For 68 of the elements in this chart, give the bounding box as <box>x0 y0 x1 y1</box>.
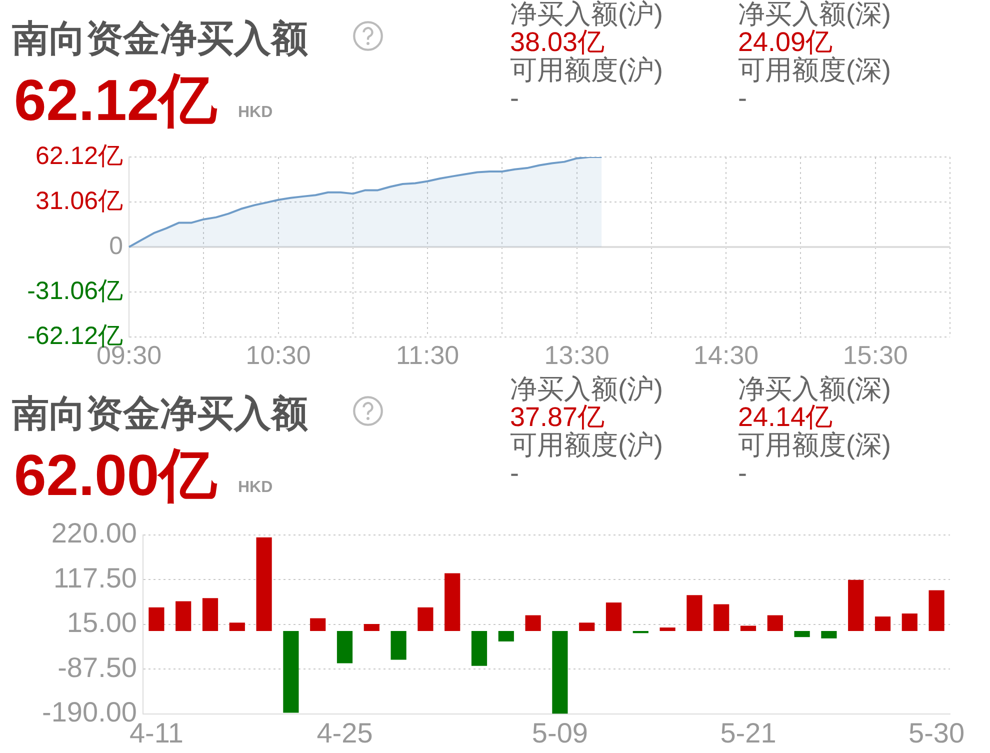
x-tick-label: 10:30 <box>246 340 311 370</box>
text: 24.09亿 <box>738 27 833 57</box>
bar <box>579 622 595 631</box>
bar <box>256 537 272 631</box>
text: 净买入额(深) <box>738 0 891 29</box>
bar <box>928 590 944 631</box>
text: HKD <box>238 104 273 122</box>
text: 可用额度(沪) <box>510 55 663 85</box>
y-tick-label: 0 <box>109 232 123 260</box>
text: 净买入额(深) <box>738 374 891 404</box>
x-tick-label: 5-30 <box>908 718 965 749</box>
x-tick-label: 4-25 <box>316 718 373 749</box>
x-tick-label: 5-09 <box>532 718 588 749</box>
bar <box>794 630 810 638</box>
bar <box>336 630 353 664</box>
bar <box>740 626 756 631</box>
bar <box>202 598 218 631</box>
y-tick-label: 62.12亿 <box>35 142 123 170</box>
bar <box>364 624 380 631</box>
y-tick-label: 220.00 <box>51 518 137 549</box>
bar <box>444 573 460 631</box>
y-tick-label: 31.06亿 <box>35 186 123 215</box>
bar <box>283 630 299 713</box>
x-tick-label: 13:30 <box>544 340 610 370</box>
text: 37.87亿 <box>510 402 605 432</box>
bar <box>148 607 164 631</box>
bar <box>310 618 326 631</box>
x-tick-label: 5-21 <box>720 718 776 749</box>
x-tick-label: 15:30 <box>842 340 908 370</box>
text: - <box>510 83 520 113</box>
bar <box>686 595 702 631</box>
bar <box>498 630 514 642</box>
text: 可用额度(深) <box>738 55 891 85</box>
text: 可用额度(深) <box>738 430 891 460</box>
bar <box>418 607 434 631</box>
text: - <box>510 458 520 488</box>
bar <box>176 601 192 631</box>
text: 38.03亿 <box>510 27 605 57</box>
chart-title: 南向资金净买入额 <box>12 17 308 61</box>
bar <box>606 602 622 631</box>
bar <box>525 615 541 631</box>
x-tick-label: 11:30 <box>396 340 460 370</box>
bar <box>874 616 891 631</box>
x-tick-label: 14:30 <box>694 340 759 370</box>
y-tick-label: -87.50 <box>58 652 137 683</box>
bar <box>552 630 568 714</box>
y-tick-label: 15.00 <box>66 607 137 638</box>
y-tick-label: 117.50 <box>53 562 137 594</box>
text: 净买入额(沪) <box>510 0 663 29</box>
bar <box>714 604 730 631</box>
bar <box>767 615 783 631</box>
bar <box>660 627 676 631</box>
bar <box>390 630 406 660</box>
text: 净买入额(沪) <box>510 374 663 404</box>
y-tick-label: -31.06亿 <box>27 276 123 305</box>
chart-title: 南向资金净买入额 <box>12 392 308 436</box>
text: - <box>738 83 748 113</box>
chart-subtitle: 62.00亿 <box>14 442 218 510</box>
text: - <box>738 458 748 488</box>
text: 24.14亿 <box>738 402 833 432</box>
bar <box>848 580 864 631</box>
bar <box>821 630 837 638</box>
text: 可用额度(沪) <box>510 430 663 460</box>
bar <box>471 630 488 666</box>
bar <box>902 613 918 631</box>
bar <box>229 622 245 631</box>
bar <box>632 630 648 634</box>
text: HKD <box>238 479 273 497</box>
